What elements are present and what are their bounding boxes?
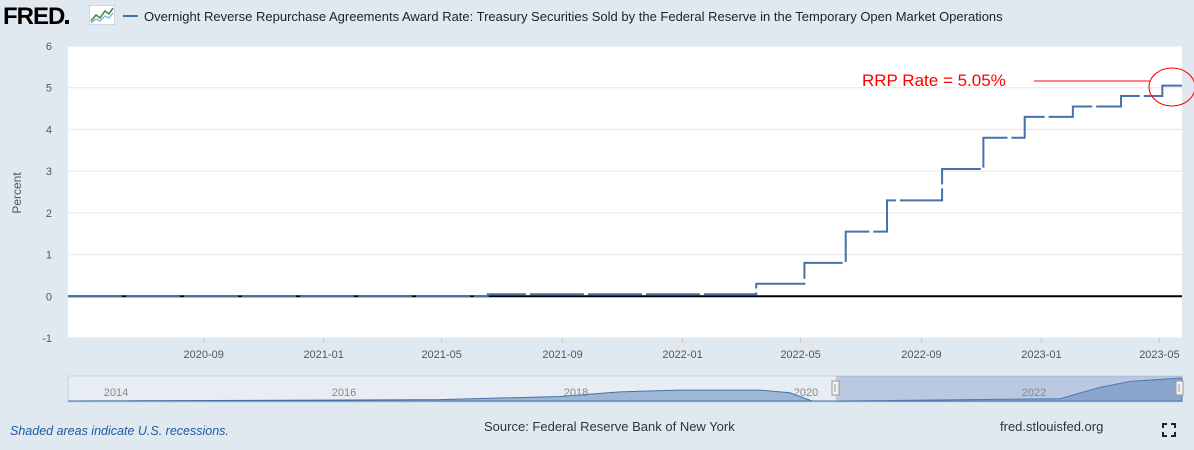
navigator-year-label: 2014 bbox=[104, 387, 128, 399]
navigator-year-label: 2016 bbox=[332, 387, 356, 399]
x-tick-label: 2023-01 bbox=[1021, 349, 1061, 361]
legend[interactable]: Overnight Reverse Repurchase Agreements … bbox=[123, 8, 1003, 24]
x-axis: 2020-09 2021-01 2021-05 2021-09 2022-01 2022-… bbox=[183, 338, 1180, 361]
y-tick-label: 6 bbox=[46, 41, 52, 53]
y-tick-label: 0 bbox=[46, 291, 52, 303]
x-tick-label: 2022-01 bbox=[662, 349, 702, 361]
navigator-area bbox=[67, 377, 1183, 402]
series-group bbox=[67, 84, 1183, 298]
fred-logo[interactable]: FRED bbox=[3, 3, 70, 31]
fullscreen-icon[interactable] bbox=[1162, 423, 1176, 437]
rrp-annotation: RRP Rate = 5.05% bbox=[862, 67, 1194, 107]
legend-label: Overnight Reverse Repurchase Agreements … bbox=[144, 8, 1003, 24]
x-tick-label: 2023-05 bbox=[1139, 349, 1179, 361]
recession-note: Shaded areas indicate U.S. recessions. bbox=[10, 424, 229, 438]
legend-swatch bbox=[123, 15, 138, 17]
y-tick-label: 5 bbox=[46, 83, 52, 95]
navigator-year-label: 2020 bbox=[794, 387, 818, 399]
x-tick-label: 2021-05 bbox=[421, 349, 461, 361]
navigator-year-label: 2022 bbox=[1022, 387, 1046, 399]
source-text: Source: Federal Reserve Bank of New York bbox=[484, 419, 735, 434]
y-tick-label: 1 bbox=[46, 250, 52, 262]
logo-text: FRED bbox=[3, 3, 65, 30]
y-tick-label: 3 bbox=[46, 166, 52, 178]
annotation-circle bbox=[1148, 67, 1194, 107]
x-tick-label: 2022-09 bbox=[901, 349, 941, 361]
navigator-labels: 2014 2016 2018 2020 2022 bbox=[104, 387, 1046, 399]
y-axis: -1 0 1 2 3 4 5 6 bbox=[42, 41, 52, 345]
plot-area bbox=[68, 46, 1182, 338]
annotation-text: RRP Rate = 5.05% bbox=[862, 71, 1006, 90]
navigator-selection bbox=[836, 376, 1182, 402]
y-tick-label: -1 bbox=[42, 333, 52, 345]
x-tick-label: 2021-09 bbox=[542, 349, 582, 361]
line-graph-icon bbox=[89, 5, 115, 25]
y-tick-label: 2 bbox=[46, 208, 52, 220]
y-axis-label: Percent bbox=[10, 172, 24, 214]
navigator-year-label: 2018 bbox=[564, 387, 588, 399]
fred-url-link[interactable]: fred.stlouisfed.org bbox=[1000, 419, 1104, 434]
x-tick-label: 2021-01 bbox=[303, 349, 343, 361]
y-tick-label: 4 bbox=[46, 124, 52, 136]
x-tick-label: 2022-05 bbox=[780, 349, 820, 361]
x-tick-label: 2020-09 bbox=[183, 349, 223, 361]
series-line bbox=[68, 84, 1182, 298]
navigator[interactable]: 2014 2016 2018 2020 2022 bbox=[0, 0, 1194, 410]
logo-dot bbox=[65, 20, 70, 24]
chart-header: FRED Overnight Reverse Repurchase Agreem… bbox=[0, 0, 1194, 34]
